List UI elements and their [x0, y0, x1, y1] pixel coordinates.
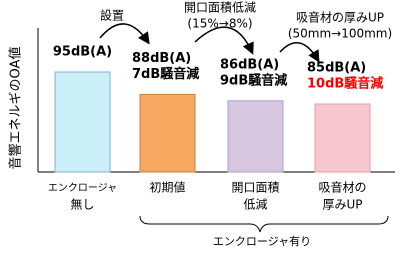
reduction-label: 9dB騒音減 — [220, 72, 287, 88]
x-tick-label: 開口面積 — [231, 180, 279, 195]
annotation: (50mm→100mm) — [288, 27, 392, 41]
bar — [139, 93, 196, 173]
value-label: 85dB(A) — [307, 61, 366, 76]
value-label: 95dB(A) — [53, 45, 112, 60]
annotation: 吸音材の厚みUP — [296, 10, 384, 25]
annotation: 開口面積低減 — [184, 0, 256, 15]
bar — [54, 71, 111, 173]
arrow — [279, 42, 320, 63]
bracket — [139, 215, 389, 233]
y-axis-label: 音響エネルギのOA値 — [8, 47, 24, 170]
x-tick-label: 厚みUP — [322, 198, 362, 212]
bar — [227, 100, 284, 173]
x-tick-label: エンクロージャ — [48, 182, 117, 194]
x-tick-label: 吸音材の — [318, 180, 366, 195]
reduction-label: 7dB騒音減 — [132, 66, 199, 82]
annotation: (15%→8%) — [187, 17, 252, 31]
value-label: 86dB(A) — [220, 57, 279, 72]
annotation: 設置 — [100, 8, 124, 23]
x-tick-label: 低減 — [243, 197, 267, 212]
x-tick-label: 無し — [70, 197, 94, 212]
reduction-label: 10dB騒音減 — [307, 76, 383, 92]
arrow — [194, 26, 254, 55]
bar — [314, 103, 371, 173]
value-label: 88dB(A) — [132, 51, 191, 66]
x-tick-label: 初期値 — [149, 180, 185, 195]
arrow — [99, 23, 150, 45]
group-label: エンクロージャ有り — [213, 234, 311, 248]
